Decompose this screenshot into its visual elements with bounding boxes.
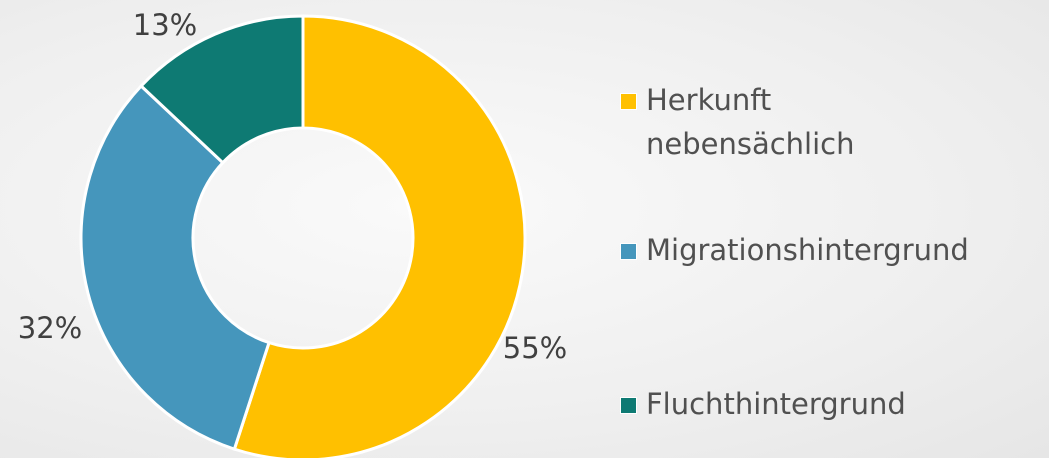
data-label: 13% <box>133 8 197 42</box>
data-label: 55% <box>503 331 567 365</box>
legend-label: Migrationshintergrund <box>646 233 969 267</box>
legend-swatch <box>620 93 637 110</box>
legend-label: Herkunft nebensächlich <box>646 83 855 161</box>
data-label: 32% <box>18 311 82 345</box>
slice <box>79 83 271 452</box>
slice <box>232 14 527 458</box>
legend-label: Fluchthintergrund <box>646 387 906 421</box>
legend-swatch <box>620 243 637 260</box>
legend-item: Fluchthintergrund <box>620 382 906 426</box>
legend-item: Herkunft nebensächlich <box>620 78 976 166</box>
legend-swatch <box>620 397 637 414</box>
legend-item: Migrationshintergrund <box>620 228 969 272</box>
slice <box>139 14 305 165</box>
